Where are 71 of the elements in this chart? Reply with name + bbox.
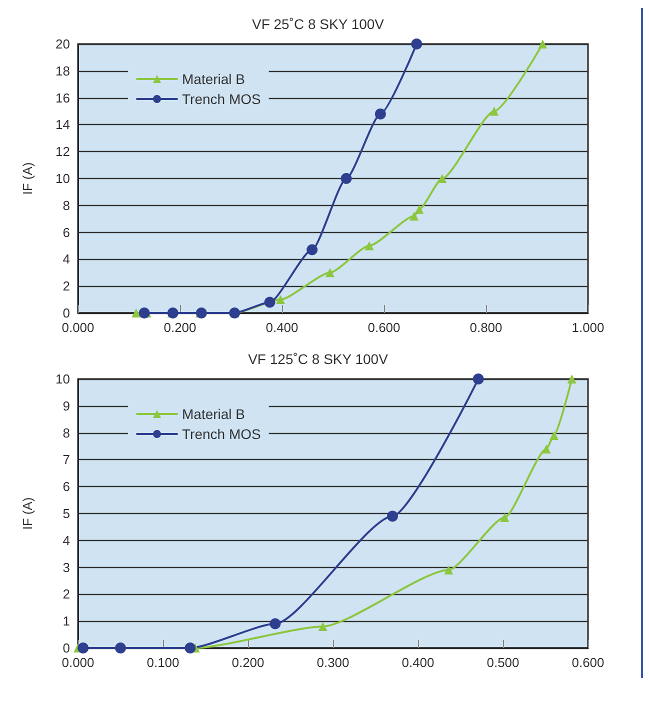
y-tick-label: 7	[62, 452, 70, 468]
point	[444, 565, 454, 574]
x-tick-label: 0.100	[146, 655, 180, 670]
x-tick-label: 0.400	[266, 320, 298, 335]
point	[115, 642, 126, 654]
y-tick-label: 2	[62, 278, 70, 294]
y-axis-title: IF (A)	[20, 162, 35, 195]
y-tick-label: 16	[56, 90, 70, 106]
y-tick-label: 0	[62, 640, 70, 656]
point	[306, 244, 318, 256]
point	[138, 308, 150, 318]
x-tick-label: 0.200	[164, 320, 196, 335]
y-tick-label: 8	[62, 198, 70, 213]
point	[340, 173, 352, 184]
point	[550, 430, 558, 440]
x-tick-label: 0.500	[486, 655, 520, 670]
y-tick-label: 4	[62, 532, 70, 548]
y-tick-label: 10	[56, 372, 70, 386]
point	[472, 374, 484, 384]
point	[538, 40, 548, 48]
legend-label: Trench MOS	[182, 91, 261, 107]
point	[500, 513, 510, 522]
y-tick-label: 20	[56, 36, 70, 52]
x-tick-label: 0.400	[402, 655, 434, 670]
x-tick-label: 0.200	[232, 655, 264, 670]
y-tick-label: 6	[62, 479, 70, 494]
point	[567, 374, 576, 384]
y-tick-label: 3	[62, 560, 70, 575]
point	[542, 444, 551, 454]
point	[364, 241, 374, 250]
point	[414, 204, 424, 214]
point	[196, 308, 207, 318]
legend-label: Trench MOS	[182, 426, 261, 442]
x-tick-label: 1.000	[572, 320, 604, 335]
x-tick-label: 0.800	[470, 320, 502, 335]
point	[325, 268, 334, 278]
x-tick-label: 0.600	[368, 320, 400, 335]
x-tick-label: 0.300	[316, 655, 350, 670]
y-tick-label: 4	[62, 252, 70, 267]
point	[490, 106, 499, 116]
point	[264, 296, 276, 308]
x-tick-label: 0.600	[572, 655, 604, 670]
y-tick-label: 0	[62, 306, 70, 320]
y-tick-label: 10	[56, 171, 70, 186]
point	[270, 618, 281, 630]
y-tick-label: 14	[56, 117, 70, 132]
x-tick-label: 0.000	[62, 320, 94, 335]
point	[318, 622, 328, 631]
point	[411, 38, 422, 50]
y-tick-label: 1	[62, 614, 70, 629]
y-tick-label: 2	[62, 586, 70, 602]
point	[132, 308, 141, 318]
y-tick-label: 6	[62, 224, 70, 240]
legend-label: Material B	[182, 406, 246, 422]
chart-title: VF 125˚C 8 SKY 100V	[248, 351, 389, 367]
point	[276, 295, 285, 304]
point	[410, 212, 419, 221]
point	[387, 510, 398, 522]
y-tick-label: 8	[62, 425, 70, 440]
y-tick-label: 18	[56, 63, 70, 78]
x-tick-label: 0.000	[62, 655, 94, 670]
y-tick-label: 12	[56, 144, 70, 160]
point	[78, 642, 89, 654]
chart-title: VF 25˚C 8 SKY 100V	[252, 16, 385, 32]
y-axis-title: IF (A)	[20, 497, 35, 530]
point	[374, 108, 386, 120]
point	[438, 174, 447, 183]
point	[184, 642, 196, 654]
y-tick-label: 9	[62, 398, 70, 414]
legend-label: Material B	[182, 71, 246, 87]
y-tick-label: 5	[62, 506, 70, 521]
